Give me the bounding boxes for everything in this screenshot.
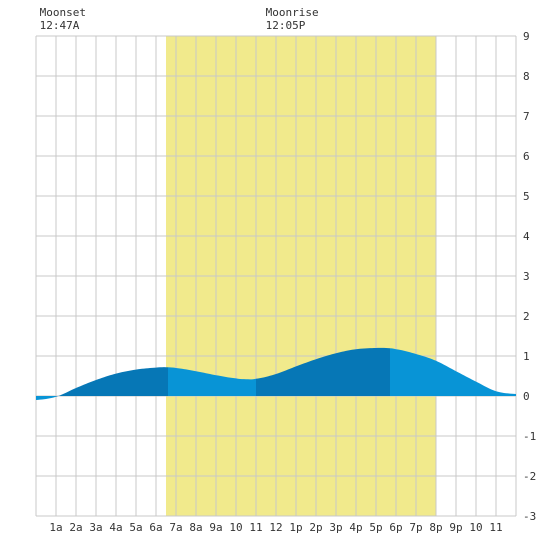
- y-tick-label: 8: [523, 70, 530, 83]
- x-tick-labels: 1a 2a 3a 4a 5a 6a 7a 8a 9a 10 11 12 1p 2p 3p 4p 5p 6p 7p 8p…: [49, 521, 502, 534]
- x-tick-label: 3a: [89, 521, 102, 534]
- y-tick-label: 1: [523, 350, 530, 363]
- y-tick-label: -3: [523, 510, 536, 523]
- x-tick-label: 8a: [189, 521, 202, 534]
- x-tick-label: 9a: [209, 521, 222, 534]
- x-tick-label: 6p: [389, 521, 402, 534]
- y-tick-label: -2: [523, 470, 536, 483]
- x-tick-label: 4a: [109, 521, 122, 534]
- tide-band: [36, 396, 56, 400]
- y-tick-label: 3: [523, 270, 530, 283]
- x-tick-label: 2p: [309, 521, 322, 534]
- y-tick-label: -1: [523, 430, 536, 443]
- x-tick-label: 5a: [129, 521, 142, 534]
- moon-event-time: 12:05P: [266, 19, 306, 32]
- x-tick-label: 8p: [429, 521, 442, 534]
- y-tick-label: 9: [523, 30, 530, 43]
- x-tick-label: 11: [249, 521, 262, 534]
- x-tick-label: 9p: [449, 521, 462, 534]
- y-tick-label: 5: [523, 190, 530, 203]
- tide-area: [36, 347, 516, 400]
- x-tick-label: 5p: [369, 521, 382, 534]
- x-tick-label: 7p: [409, 521, 422, 534]
- moon-event-label: Moonset: [40, 6, 86, 19]
- x-tick-label: 1p: [289, 521, 302, 534]
- x-tick-label: 3p: [329, 521, 342, 534]
- y-tick-label: 4: [523, 230, 530, 243]
- x-tick-label: 10: [469, 521, 482, 534]
- x-tick-label: 7a: [169, 521, 182, 534]
- moon-event-time: 12:47A: [40, 19, 80, 32]
- x-tick-label: 10: [229, 521, 242, 534]
- x-tick-label: 11: [489, 521, 502, 534]
- x-tick-label: 1a: [49, 521, 62, 534]
- moon-event-label: Moonrise: [266, 6, 319, 19]
- x-tick-label: 6a: [149, 521, 162, 534]
- tide-band: [256, 347, 390, 396]
- y-tick-labels: -3 -2 -1 0 1 2 3 4 5 6 7 8 9: [523, 30, 536, 523]
- grid-layer: [35, 35, 517, 517]
- y-tick-label: 2: [523, 310, 530, 323]
- x-tick-label: 4p: [349, 521, 362, 534]
- y-tick-label: 6: [523, 150, 530, 163]
- tide-band: [390, 348, 516, 396]
- x-tick-label: 2a: [69, 521, 82, 534]
- tide-band: [168, 367, 256, 396]
- y-tick-label: 7: [523, 110, 530, 123]
- y-tick-label: 0: [523, 390, 530, 403]
- tide-band: [56, 367, 168, 397]
- x-tick-label: 12: [269, 521, 282, 534]
